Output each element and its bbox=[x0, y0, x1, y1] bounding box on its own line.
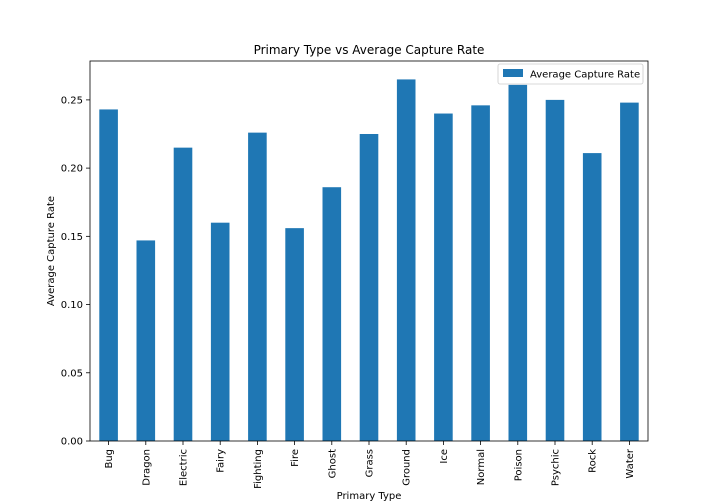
bar-dragon bbox=[136, 240, 156, 441]
y-axis-label: Average Capture Rate bbox=[46, 196, 57, 306]
chart-title: Primary Type vs Average Capture Rate bbox=[254, 43, 485, 57]
y-tick-label: 0.10 bbox=[61, 300, 83, 311]
bar-normal bbox=[471, 105, 490, 442]
y-tick-label: 0.20 bbox=[61, 164, 83, 175]
legend-swatch bbox=[503, 69, 523, 77]
y-tick-label: 0.15 bbox=[61, 232, 83, 243]
x-tick-label: Bug bbox=[104, 449, 115, 469]
bar-psychic bbox=[545, 99, 565, 441]
plot-frame bbox=[89, 60, 649, 442]
x-tick-label: Normal bbox=[476, 449, 487, 485]
x-tick-label: Psychic bbox=[551, 449, 562, 486]
bar-grass bbox=[359, 133, 379, 441]
y-axis-ticks: 0.00 0.05 0.10 0.15 0.20 0.25 bbox=[61, 95, 90, 448]
bar-electric bbox=[173, 147, 193, 441]
x-tick-label: Ground bbox=[402, 449, 413, 486]
bar-water bbox=[620, 102, 639, 442]
bars bbox=[99, 79, 639, 442]
x-tick-label: Rock bbox=[588, 449, 599, 473]
bar-ghost bbox=[322, 187, 342, 441]
bar-ice bbox=[434, 113, 453, 441]
x-tick-label: Grass bbox=[365, 449, 376, 477]
legend: Average Capture Rate bbox=[497, 63, 644, 85]
x-axis-ticks: Bug Dragon Electric Fairy Fighting Fire Ghost G… bbox=[104, 441, 636, 489]
x-axis-label: Primary Type bbox=[337, 491, 402, 502]
y-tick-label: 0.05 bbox=[61, 368, 83, 379]
bar-ground bbox=[396, 79, 416, 441]
bar-fighting bbox=[248, 132, 267, 441]
legend-label: Average Capture Rate bbox=[530, 70, 640, 81]
bar-fairy bbox=[210, 222, 230, 441]
y-tick-label: 0.25 bbox=[61, 95, 83, 106]
y-tick-label: 0.00 bbox=[61, 437, 83, 448]
x-tick-label: Dragon bbox=[141, 449, 152, 486]
legend-box bbox=[497, 63, 644, 85]
x-tick-label: Fairy bbox=[216, 449, 227, 473]
x-tick-label: Electric bbox=[179, 449, 190, 486]
x-tick-label: Fire bbox=[290, 449, 301, 467]
bar-poison bbox=[508, 84, 528, 441]
x-tick-label: Ghost bbox=[327, 449, 338, 478]
x-tick-label: Poison bbox=[513, 449, 524, 481]
x-tick-label: Fighting bbox=[253, 449, 264, 489]
x-tick-label: Ice bbox=[439, 449, 450, 464]
bar-rock bbox=[582, 153, 602, 442]
x-tick-label: Water bbox=[625, 448, 636, 478]
bar-bug bbox=[99, 109, 118, 442]
bar-fire bbox=[285, 228, 304, 441]
